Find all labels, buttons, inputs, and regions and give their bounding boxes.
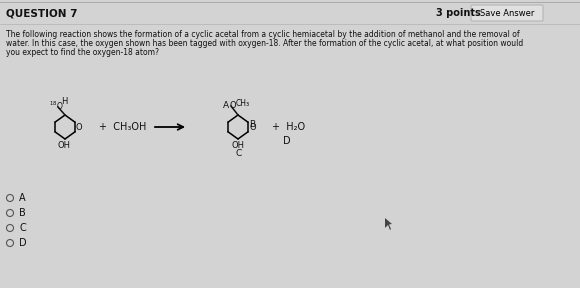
Text: OH: OH	[231, 141, 244, 149]
Text: D: D	[19, 238, 27, 248]
Text: H: H	[61, 98, 67, 107]
Text: D: D	[283, 136, 291, 146]
Text: $^{18}$O: $^{18}$O	[49, 100, 64, 112]
Text: Save Answer: Save Answer	[480, 9, 534, 18]
Text: you expect to find the oxygen-18 atom?: you expect to find the oxygen-18 atom?	[6, 48, 159, 57]
Polygon shape	[385, 218, 392, 230]
Text: CH₃: CH₃	[236, 98, 250, 107]
Text: O: O	[76, 122, 82, 132]
Text: C: C	[19, 223, 26, 233]
Text: B: B	[249, 120, 255, 129]
Text: C: C	[235, 149, 241, 158]
Text: B: B	[19, 208, 26, 218]
Text: +  H₂O: + H₂O	[272, 122, 305, 132]
FancyBboxPatch shape	[471, 5, 543, 21]
Text: A: A	[19, 193, 26, 203]
Text: A: A	[223, 101, 229, 109]
Text: The following reaction shows the formation of a cyclic acetal from a cyclic hemi: The following reaction shows the formati…	[6, 30, 520, 39]
Text: OH: OH	[58, 141, 71, 151]
Text: O: O	[249, 122, 256, 132]
Text: water. In this case, the oxygen shown has been tagged with oxygen-18. After the : water. In this case, the oxygen shown ha…	[6, 39, 523, 48]
Text: QUESTION 7: QUESTION 7	[6, 8, 78, 18]
Text: 3 points: 3 points	[436, 8, 481, 18]
Text: O: O	[229, 101, 235, 109]
Text: +  CH₃OH: + CH₃OH	[99, 122, 146, 132]
